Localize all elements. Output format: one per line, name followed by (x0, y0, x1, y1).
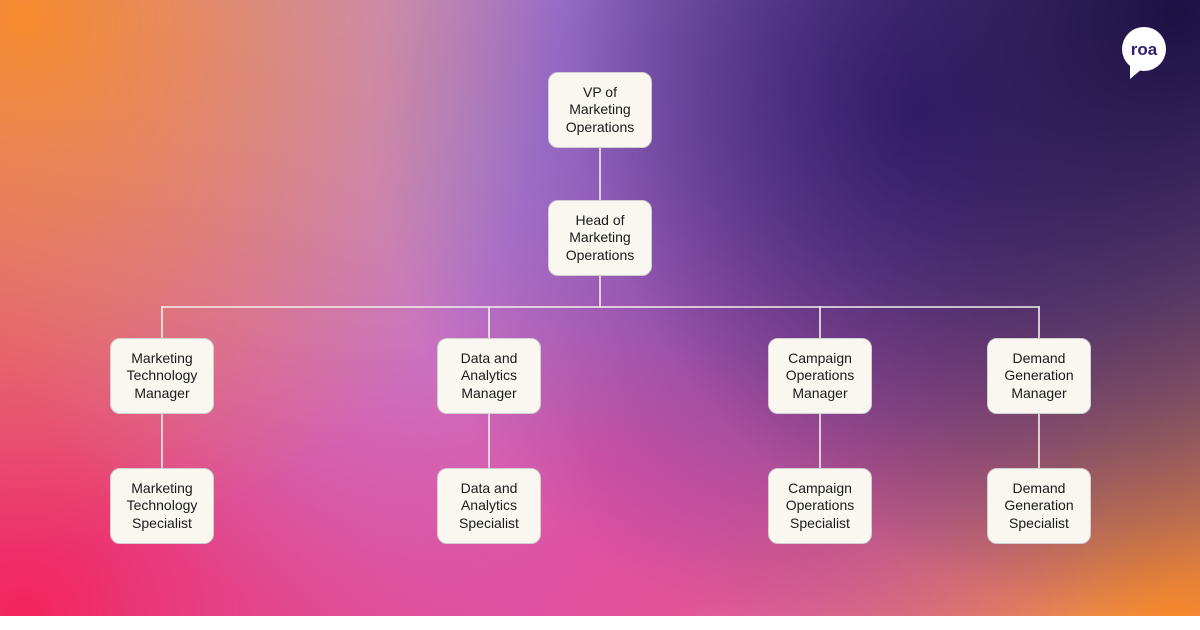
org-node-label: Marketing Technology Manager (127, 350, 198, 403)
org-node-head: Head of Marketing Operations (548, 200, 652, 276)
org-node-com: Campaign Operations Manager (768, 338, 872, 414)
svg-text:roa: roa (1131, 40, 1158, 59)
org-chart: roa VP of Marketing Operations Head of Ma… (0, 0, 1200, 630)
org-node-das: Data and Analytics Specialist (437, 468, 541, 544)
org-node-label: Demand Generation Manager (1004, 350, 1073, 403)
org-node-label: Demand Generation Specialist (1004, 480, 1073, 533)
org-node-dgm: Demand Generation Manager (987, 338, 1091, 414)
org-node-mtm: Marketing Technology Manager (110, 338, 214, 414)
footer-bar (0, 616, 1200, 630)
org-node-label: Campaign Operations Specialist (786, 480, 854, 533)
org-node-vp: VP of Marketing Operations (548, 72, 652, 148)
brand-logo: roa (1116, 24, 1172, 80)
org-node-label: VP of Marketing Operations (566, 84, 634, 137)
org-node-cos: Campaign Operations Specialist (768, 468, 872, 544)
org-node-label: Campaign Operations Manager (786, 350, 854, 403)
org-node-dgs: Demand Generation Specialist (987, 468, 1091, 544)
org-node-label: Data and Analytics Specialist (459, 480, 519, 533)
org-node-label: Marketing Technology Specialist (127, 480, 198, 533)
org-node-label: Head of Marketing Operations (566, 212, 634, 265)
org-node-label: Data and Analytics Manager (461, 350, 518, 403)
org-node-mts: Marketing Technology Specialist (110, 468, 214, 544)
org-node-dam: Data and Analytics Manager (437, 338, 541, 414)
